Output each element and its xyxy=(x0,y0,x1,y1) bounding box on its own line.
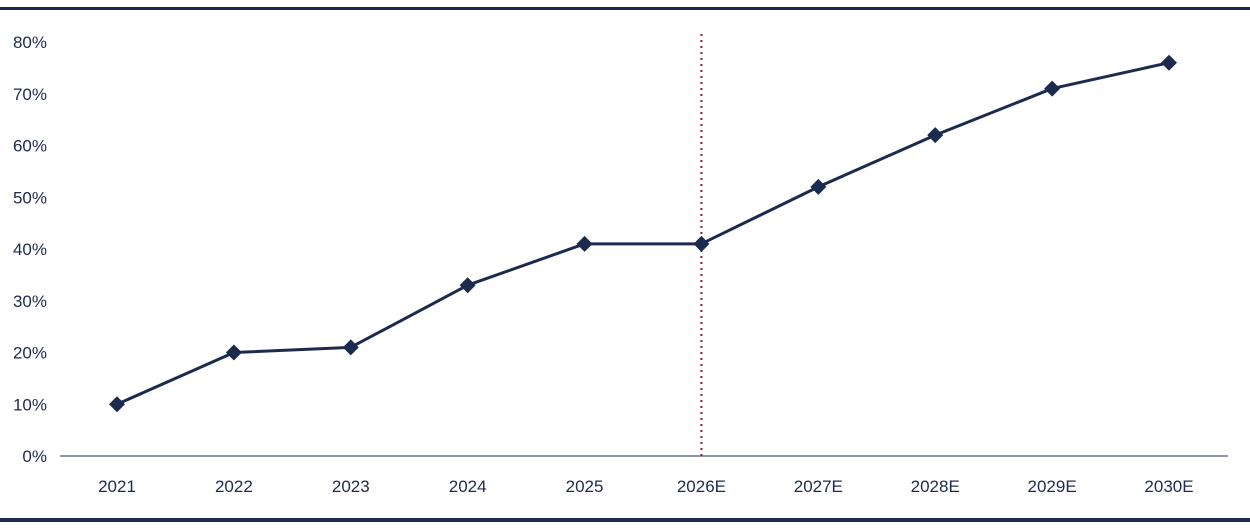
data-point-marker xyxy=(927,127,944,144)
x-tick-label: 2021 xyxy=(98,477,136,496)
x-tick-label: 2026E xyxy=(677,477,726,496)
data-point-marker xyxy=(810,178,827,195)
x-tick-label: 2023 xyxy=(332,477,370,496)
x-tick-label: 2030E xyxy=(1144,477,1193,496)
y-tick-label: 50% xyxy=(13,188,47,207)
x-tick-label: 2024 xyxy=(449,477,487,496)
data-point-marker xyxy=(459,277,476,294)
y-tick-label: 60% xyxy=(13,137,47,156)
y-tick-label: 0% xyxy=(22,447,47,466)
top-border xyxy=(0,7,1250,10)
x-tick-label: 2025 xyxy=(566,477,604,496)
data-point-marker xyxy=(576,235,593,252)
y-tick-label: 80% xyxy=(13,33,47,52)
x-tick-label: 2029E xyxy=(1028,477,1077,496)
bottom-border xyxy=(0,518,1250,522)
data-point-marker xyxy=(109,396,125,413)
y-tick-label: 20% xyxy=(13,344,47,363)
y-tick-label: 70% xyxy=(13,85,47,104)
series-line xyxy=(116,61,1170,406)
x-tick-label: 2022 xyxy=(215,477,253,496)
data-point-marker xyxy=(693,235,710,252)
x-tick-label: 2027E xyxy=(794,477,843,496)
x-tick-label: 2028E xyxy=(911,477,960,496)
y-tick-label: 40% xyxy=(13,240,47,259)
y-tick-label: 10% xyxy=(13,395,47,414)
y-tick-label: 30% xyxy=(13,292,47,311)
data-point-marker xyxy=(342,339,359,356)
data-point-marker xyxy=(225,344,242,361)
data-point-marker xyxy=(1161,54,1177,71)
data-point-marker xyxy=(1044,80,1061,97)
